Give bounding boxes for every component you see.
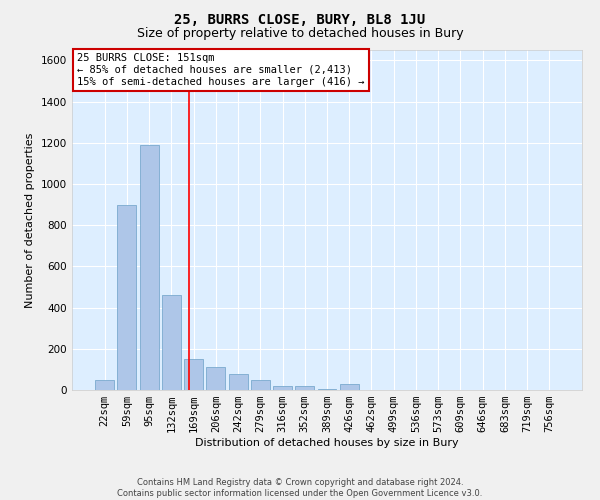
Y-axis label: Number of detached properties: Number of detached properties (25, 132, 35, 308)
Bar (140, 145, 158, 390)
X-axis label: Distribution of detached houses by size in Bury: Distribution of detached houses by size … (195, 438, 459, 448)
Text: Contains HM Land Registry data © Crown copyright and database right 2024.
Contai: Contains HM Land Registry data © Crown c… (118, 478, 482, 498)
Bar (184, 359, 203, 390)
Bar (317, 389, 337, 390)
Text: Size of property relative to detached houses in Bury: Size of property relative to detached ho… (137, 28, 463, 40)
Bar (251, 380, 270, 390)
Text: 25, BURRS CLOSE, BURY, BL8 1JU: 25, BURRS CLOSE, BURY, BL8 1JU (175, 12, 425, 26)
Bar (95, 380, 114, 390)
Bar (118, 204, 136, 390)
Text: 25 BURRS CLOSE: 151sqm
← 85% of detached houses are smaller (2,413)
15% of semi-: 25 BURRS CLOSE: 151sqm ← 85% of detached… (77, 54, 365, 86)
Bar (295, 386, 314, 390)
Bar (273, 386, 292, 390)
Bar (229, 374, 248, 390)
Bar (206, 368, 225, 390)
Bar (340, 384, 359, 390)
Bar (162, 295, 181, 390)
